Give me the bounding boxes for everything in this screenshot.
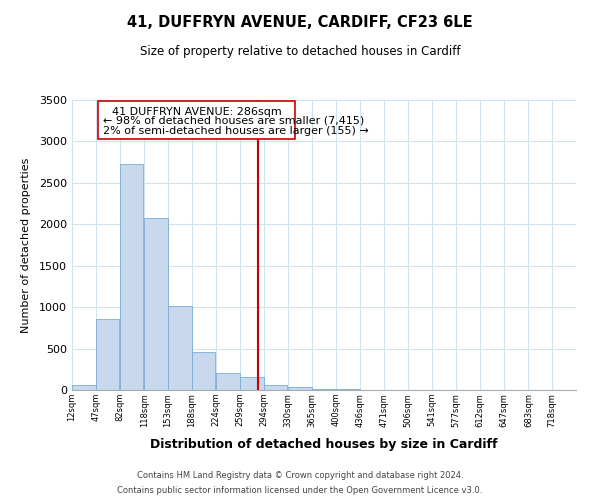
Bar xyxy=(264,386,287,390)
Y-axis label: Number of detached properties: Number of detached properties xyxy=(20,158,31,332)
Bar xyxy=(336,389,359,390)
Text: 41, DUFFRYN AVENUE, CARDIFF, CF23 6LE: 41, DUFFRYN AVENUE, CARDIFF, CF23 6LE xyxy=(127,15,473,30)
Text: 2% of semi-detached houses are larger (155) →: 2% of semi-detached houses are larger (1… xyxy=(103,126,369,136)
Text: Contains public sector information licensed under the Open Government Licence v3: Contains public sector information licen… xyxy=(118,486,482,495)
Text: Contains HM Land Registry data © Crown copyright and database right 2024.: Contains HM Land Registry data © Crown c… xyxy=(137,471,463,480)
Bar xyxy=(96,319,119,390)
X-axis label: Distribution of detached houses by size in Cardiff: Distribution of detached houses by size … xyxy=(150,438,498,451)
Bar xyxy=(192,352,215,390)
Bar xyxy=(312,389,336,390)
Text: 41 DUFFRYN AVENUE: 286sqm: 41 DUFFRYN AVENUE: 286sqm xyxy=(112,108,281,118)
Bar xyxy=(72,386,95,390)
Bar xyxy=(240,377,263,390)
Bar xyxy=(120,164,143,390)
Text: Size of property relative to detached houses in Cardiff: Size of property relative to detached ho… xyxy=(140,45,460,58)
Bar xyxy=(289,386,312,390)
Bar xyxy=(168,306,191,390)
Bar xyxy=(217,372,240,390)
FancyBboxPatch shape xyxy=(98,101,295,139)
Text: ← 98% of detached houses are smaller (7,415): ← 98% of detached houses are smaller (7,… xyxy=(103,116,365,126)
Bar xyxy=(144,218,168,390)
